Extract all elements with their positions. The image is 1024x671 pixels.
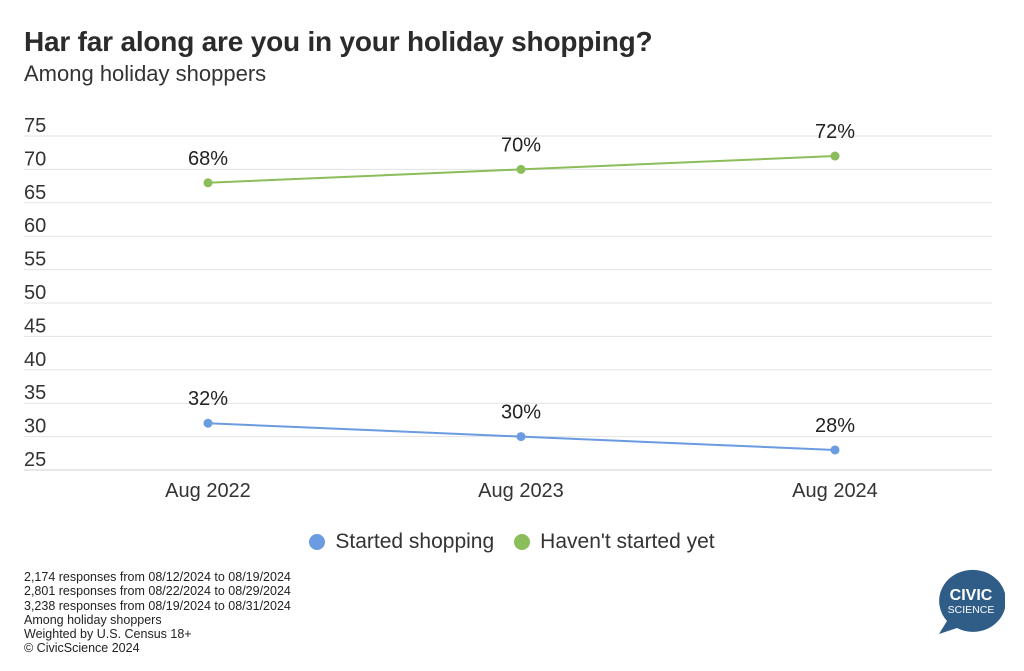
x-tick-label: Aug 2022 bbox=[165, 480, 251, 502]
chart-title: Har far along are you in your holiday sh… bbox=[24, 26, 653, 57]
y-tick-label: 40 bbox=[24, 349, 46, 371]
y-tick-label: 60 bbox=[24, 215, 46, 237]
footnote: 3,238 responses from 08/19/2024 to 08/31… bbox=[24, 598, 291, 613]
data-point bbox=[203, 178, 213, 188]
y-axis-ticks: 25 30 35 40 45 50 55 60 65 70 75 bbox=[24, 115, 46, 471]
y-tick-label: 45 bbox=[24, 315, 46, 337]
footnote: 2,174 responses from 08/12/2024 to 08/19… bbox=[24, 570, 291, 584]
y-tick-label: 50 bbox=[24, 282, 46, 304]
y-tick-label: 55 bbox=[24, 249, 46, 271]
footnotes: 2,174 responses from 08/12/2024 to 08/19… bbox=[24, 570, 291, 656]
data-point bbox=[516, 432, 526, 442]
legend-label: Haven't started yet bbox=[540, 530, 715, 553]
data-point bbox=[203, 418, 213, 428]
logo-text-civic: CIVIC bbox=[950, 587, 993, 604]
series-group: 32% 30% 28% 68% 70% 72% bbox=[188, 121, 855, 455]
data-point bbox=[516, 164, 526, 174]
footnote: 2,801 responses from 08/22/2024 to 08/29… bbox=[24, 584, 291, 599]
footnote: Among holiday shoppers bbox=[24, 612, 162, 627]
x-tick-label: Aug 2023 bbox=[478, 480, 564, 502]
logo-text-science: SCIENCE bbox=[948, 604, 995, 616]
x-axis-ticks: Aug 2022 Aug 2023 Aug 2024 bbox=[165, 480, 878, 502]
legend-item-not-started: Haven't started yet bbox=[514, 530, 715, 554]
civicscience-logo: CIVIC SCIENCE bbox=[939, 569, 1005, 634]
data-label: 30% bbox=[501, 402, 541, 424]
footnote: © CivicScience 2024 bbox=[24, 641, 140, 656]
legend-dot-icon bbox=[309, 534, 326, 550]
speech-bubble-icon bbox=[939, 569, 1005, 634]
y-tick-label: 70 bbox=[24, 148, 46, 170]
legend-label: Started shopping bbox=[335, 530, 495, 553]
y-tick-label: 35 bbox=[24, 382, 46, 404]
data-point bbox=[830, 151, 840, 161]
legend-item-started: Started shopping bbox=[309, 530, 494, 554]
data-label: 70% bbox=[501, 134, 541, 156]
data-point bbox=[830, 445, 840, 455]
gridlines bbox=[24, 135, 992, 471]
chart-subtitle: Among holiday shoppers bbox=[24, 61, 267, 86]
y-tick-label: 30 bbox=[24, 416, 46, 438]
data-label: 28% bbox=[815, 415, 855, 437]
x-tick-label: Aug 2024 bbox=[792, 480, 878, 502]
y-tick-label: 65 bbox=[24, 182, 46, 204]
y-tick-label: 25 bbox=[24, 449, 46, 471]
data-label: 68% bbox=[188, 148, 228, 170]
data-label: 72% bbox=[815, 121, 855, 143]
footnote: Weighted by U.S. Census 18+ bbox=[24, 627, 192, 642]
legend-dot-icon bbox=[514, 534, 531, 550]
legend: Started shopping Haven't started yet bbox=[0, 530, 1024, 554]
data-label: 32% bbox=[188, 388, 228, 410]
y-tick-label: 75 bbox=[24, 115, 46, 137]
